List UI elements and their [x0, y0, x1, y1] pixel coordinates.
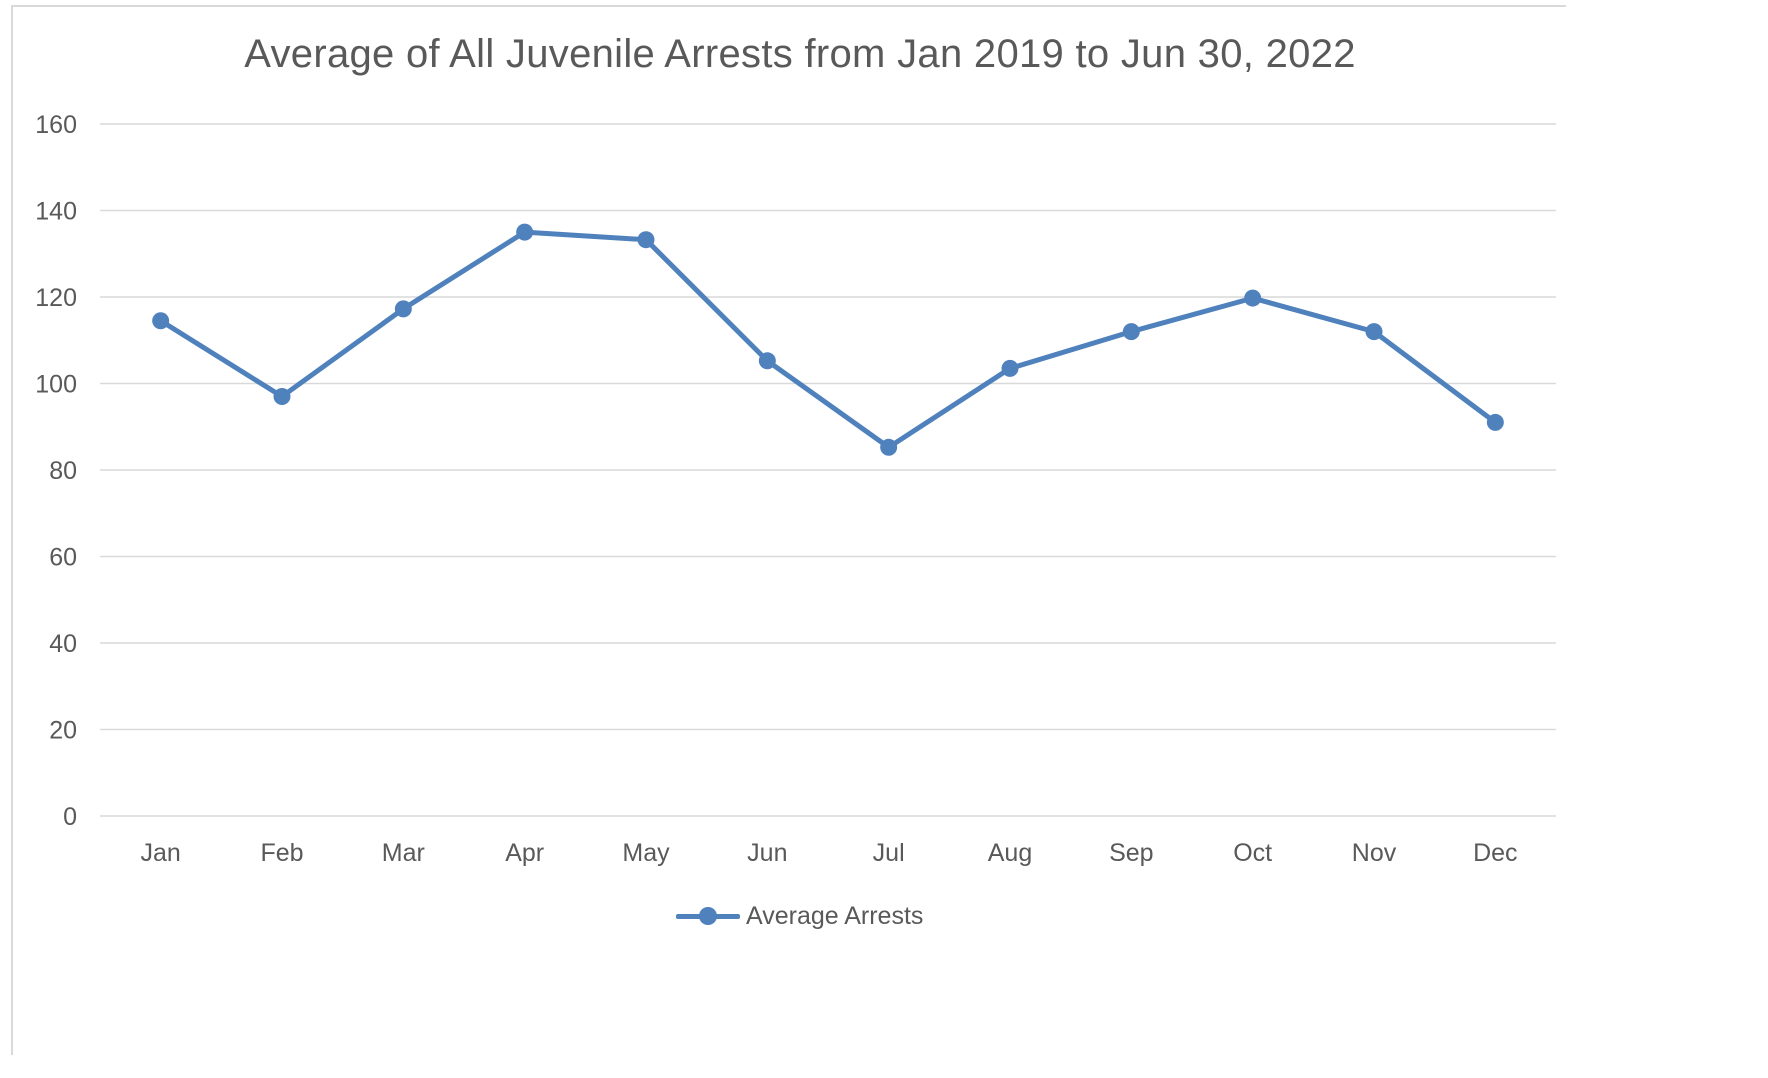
y-axis-tick-labels: 0 20 40 60 80 100 120 140 160: [35, 111, 77, 831]
data-point: [637, 231, 655, 249]
data-point: [394, 300, 412, 318]
x-axis-tick-labels: Jan Feb Mar Apr May Jun Jul Aug Sep Oct Nov Dec: [141, 839, 1518, 867]
y-tick-label: 140: [35, 198, 77, 226]
series-line: [158, 229, 1498, 450]
x-tick-label: Sep: [1109, 839, 1153, 867]
x-tick-label: Aug: [988, 839, 1032, 867]
data-point: [1365, 323, 1383, 341]
x-tick-label: Feb: [260, 839, 303, 867]
legend-label: Average Arrests: [746, 901, 924, 930]
data-point: [152, 312, 170, 330]
data-point: [1244, 289, 1262, 307]
y-tick-label: 60: [49, 544, 77, 572]
data-point: [880, 438, 898, 456]
data-point: [1122, 323, 1140, 341]
gridlines: [100, 123, 1556, 817]
x-tick-label: Nov: [1352, 839, 1397, 867]
series-average-arrests: [152, 223, 1504, 456]
chart-title: Average of All Juvenile Arrests from Jan…: [244, 32, 1356, 76]
x-tick-label: Mar: [382, 839, 425, 867]
data-point: [273, 387, 291, 405]
x-tick-label: Jan: [141, 839, 181, 867]
data-point: [516, 223, 534, 241]
y-tick-label: 120: [35, 284, 77, 312]
y-tick-label: 80: [49, 457, 77, 485]
legend-marker-icon: [676, 896, 740, 936]
data-point: [758, 352, 776, 370]
data-point: [1001, 359, 1019, 377]
y-tick-label: 20: [49, 717, 77, 745]
y-tick-label: 160: [35, 111, 77, 139]
y-tick-label: 0: [63, 803, 77, 831]
chart-frame: [11, 5, 1566, 1055]
x-tick-label: Oct: [1233, 839, 1272, 867]
x-tick-label: Jun: [747, 839, 787, 867]
x-tick-label: Jul: [873, 839, 905, 867]
x-tick-label: Apr: [505, 839, 544, 867]
x-tick-label: May: [622, 839, 670, 867]
y-tick-label: 40: [49, 630, 77, 658]
legend: Average Arrests: [676, 896, 923, 936]
y-tick-label: 100: [35, 371, 77, 399]
data-point: [1486, 413, 1504, 431]
x-tick-label: Dec: [1473, 839, 1517, 867]
